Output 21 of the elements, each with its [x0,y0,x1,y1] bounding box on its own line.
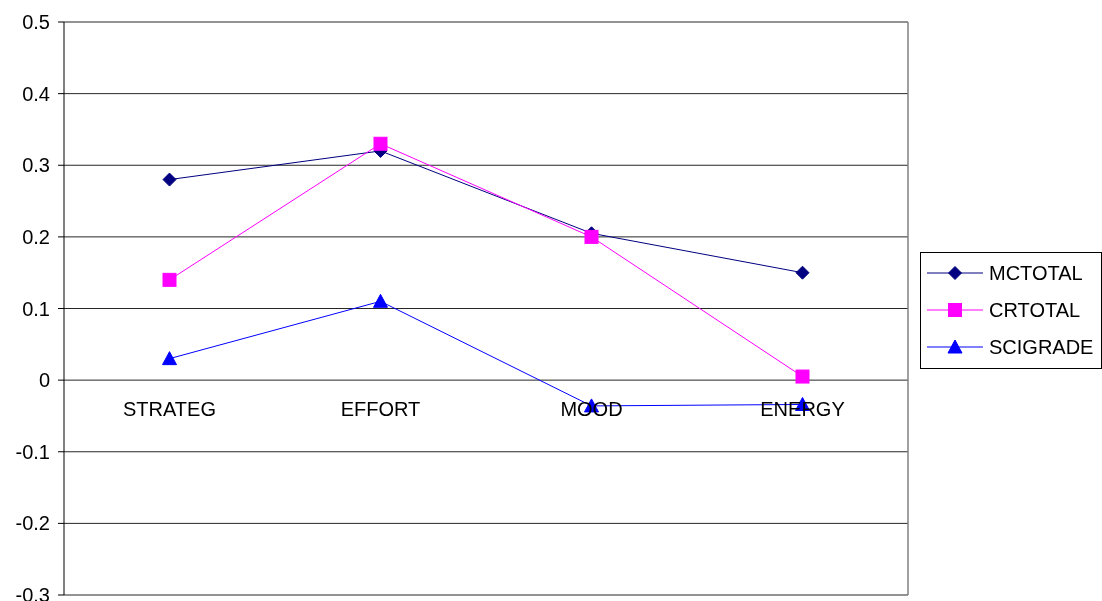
y-tick-label: 0.4 [22,82,50,105]
x-tick-label: ENERGY [760,398,845,421]
y-tick-label: 0.2 [22,225,50,248]
point [162,351,177,366]
y-tick-label: 0.3 [22,154,50,177]
y-tick-label: 0.1 [22,297,50,320]
x-tick-label: EFFORT [340,398,421,421]
legend-label: CRTOTAL [989,298,1081,322]
y-tick-label: 0 [38,369,50,392]
y-tick-label: 0.5 [22,11,50,34]
y-tick-label: -0.2 [15,512,50,535]
point [795,369,810,384]
y-tick-label: -0.1 [15,440,50,463]
point [795,265,810,280]
x-tick-label: STRATEG [123,398,216,421]
legend-label: MCTOTAL [989,261,1083,285]
point [162,272,177,287]
point [373,136,388,151]
legend-label: SCIGRADE [989,335,1094,359]
point [373,293,388,308]
point [162,172,177,187]
